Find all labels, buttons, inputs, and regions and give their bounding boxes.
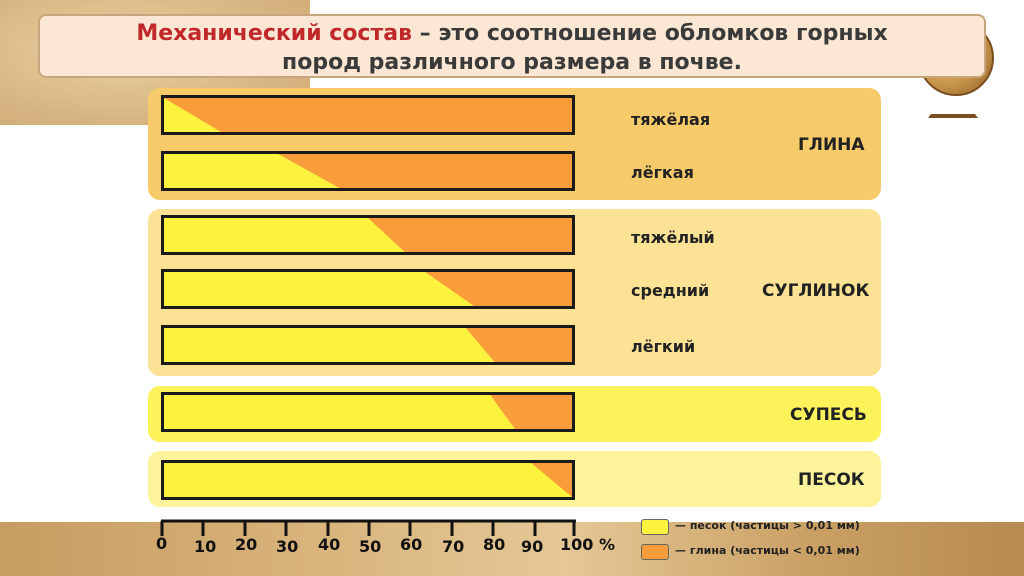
title-dot: . bbox=[733, 50, 742, 75]
axis-tick-label-40: 40 bbox=[318, 535, 341, 554]
percent-axis bbox=[160, 516, 580, 556]
axis-tick-label-20: 20 bbox=[235, 535, 258, 554]
axis-tick-label-10: 10 bbox=[194, 537, 217, 556]
bar-sand bbox=[161, 460, 575, 500]
legend-sand-text: — песок (частицы > 0,01 мм) bbox=[675, 519, 860, 532]
axis-tick-label-90: 90 bbox=[521, 537, 544, 556]
title-accent: Механический состав bbox=[136, 21, 412, 46]
title-line-1: Механический состав – это соотношение об… bbox=[40, 19, 984, 48]
legend-clay-swatch bbox=[641, 544, 669, 560]
group-label-loam: СУГЛИНОК bbox=[762, 281, 870, 301]
axis-line bbox=[160, 519, 576, 536]
axis-tick-label-70: 70 bbox=[442, 537, 465, 556]
bar-supes bbox=[161, 392, 575, 432]
group-label-sand: ПЕСОК bbox=[798, 470, 865, 490]
background-bottom-decoration bbox=[0, 522, 1024, 576]
group-label-supes: СУПЕСЬ bbox=[790, 405, 867, 425]
bar-graphic bbox=[164, 154, 572, 188]
sand-fill bbox=[164, 98, 222, 132]
axis-tick-label-50: 50 bbox=[359, 537, 382, 556]
sand-fill bbox=[164, 328, 495, 362]
axis-tick-label-30: 30 bbox=[276, 537, 299, 556]
axis-tick-label-0: 0 bbox=[156, 534, 168, 553]
axis-tick-label-100: 100 % bbox=[560, 535, 615, 554]
bar-loam-heavy bbox=[161, 215, 575, 255]
legend-clay-text: — глина (частицы < 0,01 мм) bbox=[675, 544, 860, 557]
title-line2-text: пород различного размера в почве bbox=[282, 50, 734, 75]
globe-stand-icon bbox=[928, 92, 978, 118]
bar-graphic bbox=[164, 395, 572, 429]
bar-loam-medium bbox=[161, 269, 575, 309]
sand-fill bbox=[164, 218, 405, 252]
axis-tick-label-80: 80 bbox=[483, 535, 506, 554]
sand-fill bbox=[164, 395, 515, 429]
bar-graphic bbox=[164, 328, 572, 362]
bar-label-clay-heavy: тяжёлая bbox=[631, 110, 711, 129]
bar-graphic bbox=[164, 272, 572, 306]
bar-label-loam-medium: средний bbox=[631, 281, 710, 300]
bar-label-loam-light: лёгкий bbox=[631, 337, 696, 356]
title-line-2: пород различного размера в почве. bbox=[40, 48, 984, 77]
bar-clay-heavy bbox=[161, 95, 575, 135]
bar-graphic bbox=[164, 463, 572, 497]
sand-fill bbox=[164, 463, 572, 497]
bar-clay-light bbox=[161, 151, 575, 191]
sand-fill bbox=[164, 272, 475, 306]
axis-tick-label-60: 60 bbox=[400, 535, 423, 554]
legend-sand-swatch bbox=[641, 519, 669, 535]
bar-label-loam-heavy: тяжёлый bbox=[631, 228, 715, 247]
title-rest: – это соотношение обломков горных bbox=[412, 21, 888, 46]
slide-title: Механический состав – это соотношение об… bbox=[38, 14, 986, 78]
bar-loam-light bbox=[161, 325, 575, 365]
group-label-clay: ГЛИНА bbox=[798, 135, 865, 155]
sand-fill bbox=[164, 154, 340, 188]
clay-fill bbox=[164, 98, 572, 132]
bar-graphic bbox=[164, 218, 572, 252]
bar-graphic bbox=[164, 98, 572, 132]
bar-label-clay-light: лёгкая bbox=[631, 163, 694, 182]
